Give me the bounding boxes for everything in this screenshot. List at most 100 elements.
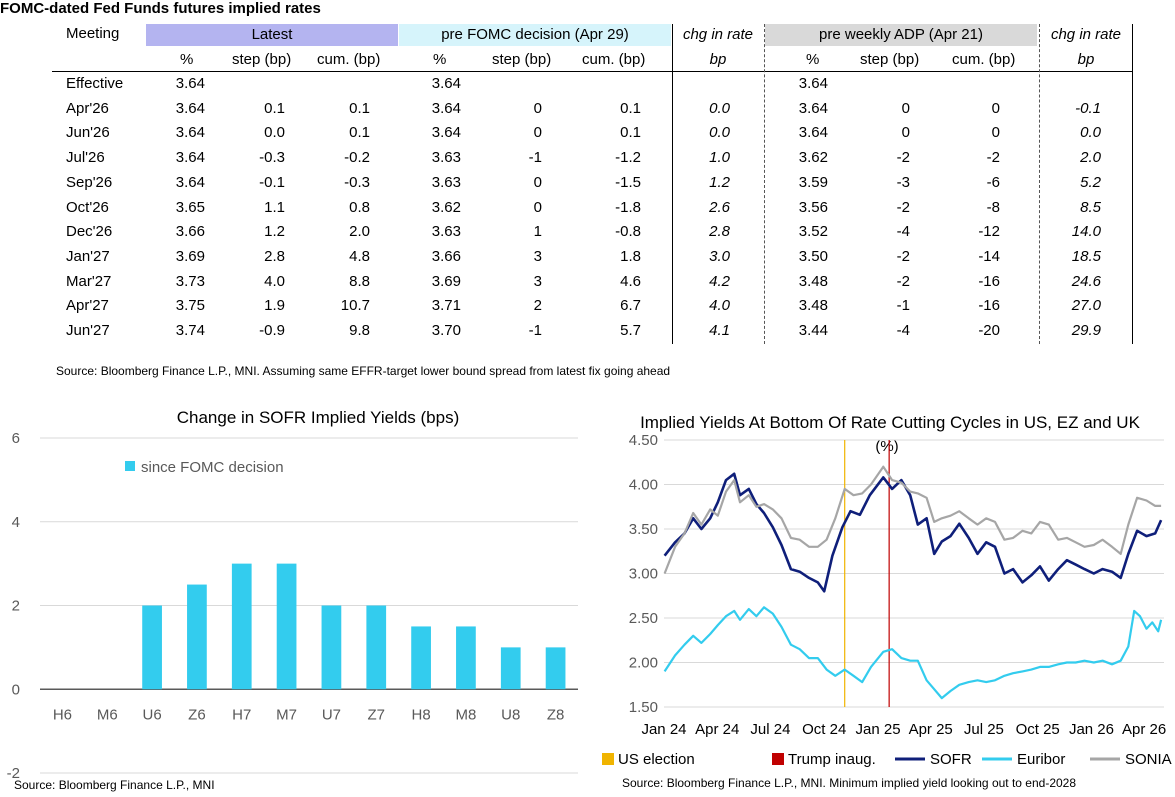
- legend-swatch: [602, 753, 614, 765]
- latest-step-cell: 1.2: [264, 223, 285, 241]
- chg-rate-2-cell: 8.5: [1080, 198, 1101, 216]
- chg-rate-2-cell: -0.1: [1075, 99, 1101, 117]
- prefomc-pct-cell: 3.69: [431, 272, 461, 290]
- latest-step-cell: 1.9: [264, 297, 285, 315]
- prefomc-pct-cell: 3.70: [431, 322, 461, 339]
- bar-M7: [276, 563, 297, 690]
- preadp-step-cell: -2: [896, 272, 910, 290]
- preadp-pct-cell: 3.48: [798, 297, 828, 315]
- latest-cum-cell: 9.8: [349, 322, 370, 339]
- preadp-cum-cell: -12: [978, 223, 1000, 241]
- prefomc-cum-cell: -1.8: [615, 198, 641, 216]
- series-line-euribor: [663, 606, 1163, 700]
- legend-label-since-fomc: since FOMC decision: [141, 459, 284, 476]
- column-divider: [672, 24, 673, 344]
- prefomc-cum-cell: 4.6: [620, 272, 641, 290]
- line-x-tick-label: Apr 24: [695, 721, 739, 738]
- preadp-step-cell: 0: [901, 99, 910, 117]
- line-y-tick-label: 1.50: [629, 699, 658, 716]
- meeting-cell: Effective: [66, 75, 124, 92]
- latest-step-cell: 1.1: [264, 198, 285, 216]
- bar-H7: [231, 563, 252, 690]
- preadp-pct-cell: 3.56: [798, 198, 828, 216]
- latest-step-cell: -0.9: [259, 322, 285, 339]
- legend-label: US election: [618, 751, 695, 768]
- bar-Z7: [366, 605, 387, 690]
- meeting-cell: Jun'27: [66, 322, 110, 339]
- preadp-cum-cell: 0: [991, 124, 1000, 142]
- line-x-tick-label: Apr 25: [909, 721, 953, 738]
- preadp-step-cell: -2: [896, 149, 910, 167]
- prefomc-cum-cell: 1.8: [620, 247, 641, 265]
- bar-x-tick-label: Z6: [188, 706, 206, 723]
- chg-rate-cell: 2.6: [709, 198, 730, 216]
- preadp-step-cell: -2: [896, 247, 910, 265]
- chg-rate-cell: 4.1: [709, 322, 730, 339]
- prefomc-cum-cell: 5.7: [620, 322, 641, 339]
- line-chart-title: Implied Yields At Bottom Of Rate Cutting…: [640, 413, 1140, 432]
- latest-pct-cell: 3.73: [175, 272, 205, 290]
- bar-x-tick-label: Z7: [367, 706, 385, 723]
- column-divider: [1039, 24, 1040, 344]
- pre-fomc-band: [399, 24, 671, 46]
- meeting-cell: Oct'26: [66, 198, 109, 216]
- line-y-tick-label: 3.00: [629, 566, 658, 583]
- bar-H8: [411, 626, 431, 690]
- bar-x-tick-label: M7: [276, 706, 297, 723]
- prefomc-pct-cell: 3.62: [431, 198, 461, 216]
- latest-group-header: Latest: [251, 26, 293, 43]
- prefomc-pct-cell: 3.71: [431, 297, 461, 315]
- chg-rate-cell: 4.0: [709, 297, 730, 315]
- preadp-step-cell: -4: [896, 322, 910, 339]
- prefomc-step-cell: -1: [528, 149, 542, 167]
- meeting-cell: Jan'27: [66, 247, 110, 265]
- bar-x-tick-label: U7: [322, 706, 341, 723]
- subheader-pct: %: [433, 51, 447, 68]
- latest-cum-cell: 0.1: [349, 124, 370, 142]
- prefomc-step-cell: 0: [533, 124, 542, 142]
- pre-adp-group-header: pre weekly ADP (Apr 21): [819, 26, 983, 43]
- legend-label: SONIA: [1125, 751, 1172, 768]
- line-x-tick-label: Jul 24: [750, 721, 790, 738]
- latest-step-cell: -0.1: [259, 173, 285, 191]
- preadp-pct-cell: 3.64: [798, 99, 828, 117]
- meeting-cell: Apr'27: [66, 297, 109, 315]
- bar-Z8: [545, 647, 566, 690]
- chg-rate-cell: 1.2: [709, 173, 730, 191]
- bar-chart-source: Source: Bloomberg Finance L.P., MNI: [14, 778, 215, 792]
- series-line-sonia: [663, 465, 1162, 574]
- bar-x-tick-label: H7: [232, 706, 251, 723]
- meeting-header: Meeting: [66, 25, 120, 42]
- latest-pct-cell: 3.65: [175, 198, 205, 216]
- preadp-pct-cell: 3.62: [798, 149, 828, 167]
- preadp-step-cell: 0: [901, 124, 910, 142]
- prefomc-cum-cell: -1.5: [615, 173, 641, 191]
- line-y-tick-label: 2.50: [629, 610, 658, 627]
- bar-x-tick-label: Z8: [547, 706, 565, 723]
- line-x-tick-label: Oct 24: [802, 721, 846, 738]
- subheader-step: step (bp): [232, 51, 292, 68]
- prefomc-pct-cell: 3.63: [431, 149, 461, 167]
- preadp-step-cell: -3: [896, 173, 910, 191]
- chg-rate-2-cell: 5.2: [1080, 173, 1101, 191]
- prefomc-pct-cell: 3.64: [431, 124, 461, 142]
- line-y-tick-label: 4.50: [629, 432, 658, 449]
- subheader-step: step (bp): [492, 51, 552, 68]
- preadp-cum-cell: -16: [978, 297, 1000, 315]
- preadp-pct-cell: 3.64: [798, 75, 828, 92]
- meeting-cell: Sep'26: [66, 173, 113, 191]
- implied-yields-line-chart: Implied Yields At Bottom Of Rate Cutting…: [602, 413, 1172, 768]
- line-x-tick-label: Jan 25: [856, 721, 901, 738]
- latest-step-cell: 2.8: [264, 247, 285, 265]
- prefomc-pct-cell: 3.66: [431, 247, 461, 265]
- bar-U6: [142, 605, 162, 690]
- preadp-step-cell: -4: [896, 223, 910, 241]
- pre-adp-band: [765, 24, 1037, 46]
- line-chart-subtitle: (%): [875, 438, 898, 455]
- bar-y-tick-label: 2: [12, 598, 20, 615]
- bar-U8: [500, 647, 521, 690]
- bar-M8: [456, 626, 476, 690]
- latest-step-cell: 4.0: [264, 272, 285, 290]
- latest-cum-cell: -0.3: [344, 173, 370, 191]
- subheader-bp: bp: [1077, 51, 1095, 68]
